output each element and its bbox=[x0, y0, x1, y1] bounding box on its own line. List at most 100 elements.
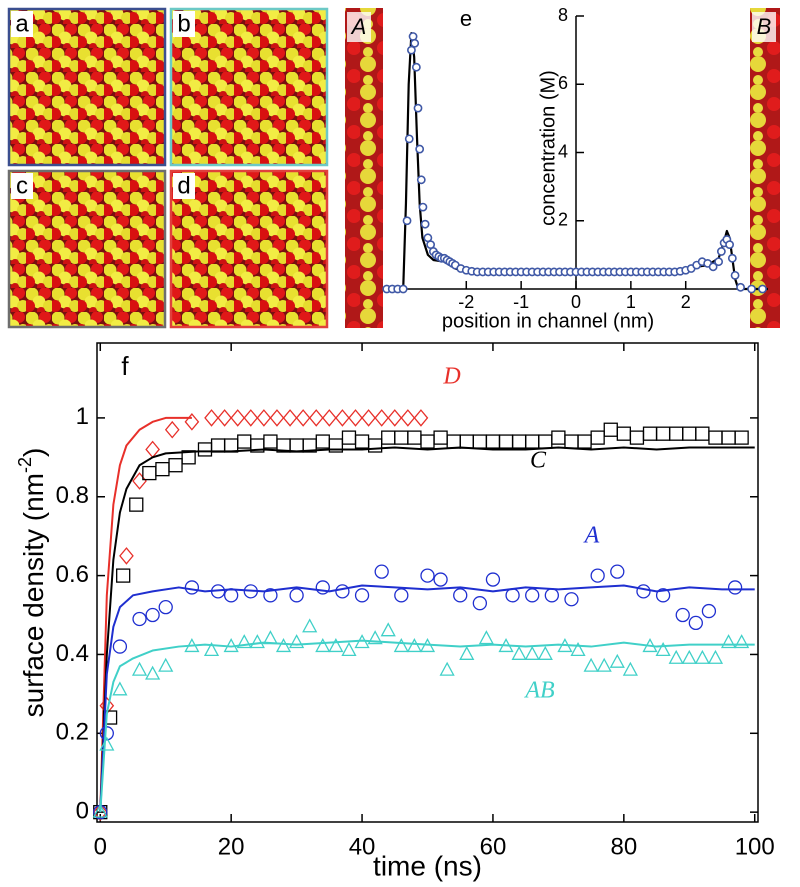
data-point bbox=[236, 634, 252, 649]
x-tick-label: 1 bbox=[626, 292, 636, 312]
series: AB bbox=[92, 618, 755, 818]
data-point bbox=[129, 497, 144, 512]
x-axis-title: position in channel (nm) bbox=[442, 310, 654, 332]
data-point bbox=[537, 645, 553, 660]
data-point bbox=[472, 434, 488, 449]
data-point bbox=[407, 430, 422, 445]
data-point bbox=[720, 634, 737, 649]
data-point bbox=[112, 681, 128, 696]
data-point bbox=[701, 603, 717, 619]
wall-label-box bbox=[752, 12, 776, 42]
data-point bbox=[223, 638, 239, 653]
data-point bbox=[478, 630, 494, 645]
chart-f: 0 20 40 60 80 100 0 0.2 0.4 0.6 0.8 1 time (ns) surfa… bbox=[15, 342, 775, 881]
data-point bbox=[224, 438, 239, 453]
data-point bbox=[341, 641, 357, 657]
plot-frame bbox=[96, 342, 759, 823]
data-point bbox=[730, 270, 740, 280]
data-point bbox=[263, 588, 278, 603]
data-point bbox=[538, 434, 553, 449]
data-point bbox=[505, 588, 520, 603]
data-point bbox=[564, 592, 579, 607]
data-point bbox=[525, 588, 540, 603]
data-point bbox=[256, 409, 272, 427]
y-tick-label: 1 bbox=[76, 403, 89, 430]
data-point bbox=[642, 426, 658, 441]
fit-line bbox=[99, 416, 192, 813]
data-point bbox=[92, 803, 108, 821]
data-point bbox=[210, 584, 226, 599]
data-point bbox=[367, 630, 383, 645]
data-point bbox=[570, 641, 586, 657]
data-point bbox=[669, 426, 684, 441]
panel-label-box bbox=[11, 11, 33, 37]
data-point bbox=[420, 434, 435, 449]
y-tick-label: 0.2 bbox=[56, 719, 89, 746]
data-point bbox=[418, 202, 428, 212]
y-tick-label: 0.4 bbox=[56, 640, 89, 667]
data-point bbox=[655, 641, 671, 657]
y-axis-title-part: -2 bbox=[15, 457, 35, 473]
data-point bbox=[230, 409, 246, 427]
data-point bbox=[708, 262, 718, 272]
data-point bbox=[132, 472, 147, 490]
series-label: C bbox=[530, 448, 547, 474]
data-point bbox=[642, 638, 658, 653]
data-point bbox=[498, 434, 514, 449]
data-point bbox=[295, 409, 311, 427]
snapshot-panels: a b c d A B bbox=[7, 7, 780, 329]
data-point bbox=[380, 622, 396, 637]
snapshot-image bbox=[172, 10, 326, 164]
series-label: D bbox=[442, 364, 460, 390]
data-point bbox=[282, 409, 298, 427]
y-axis-title-part: ) bbox=[18, 448, 49, 457]
data-point bbox=[398, 284, 408, 294]
data-point bbox=[525, 434, 540, 449]
data-point bbox=[181, 450, 196, 465]
data-point bbox=[433, 572, 448, 587]
data-point bbox=[132, 611, 147, 627]
fit-line bbox=[99, 639, 755, 813]
data-point bbox=[439, 661, 455, 676]
data-point bbox=[315, 580, 330, 595]
data-point bbox=[341, 430, 357, 445]
data-point bbox=[321, 409, 337, 427]
data-point bbox=[708, 430, 723, 445]
data-point bbox=[269, 409, 285, 427]
series: A bbox=[93, 523, 755, 820]
data-point bbox=[681, 649, 697, 664]
y-tick-label: 0.6 bbox=[56, 561, 89, 588]
data-point bbox=[237, 434, 252, 449]
snapshot-image bbox=[10, 10, 164, 164]
data-point bbox=[308, 409, 324, 427]
data-point bbox=[289, 588, 304, 603]
wall-image bbox=[345, 8, 383, 328]
data-point bbox=[224, 588, 239, 603]
data-point bbox=[243, 584, 258, 599]
data-point bbox=[116, 568, 131, 583]
wall-label-box bbox=[347, 12, 371, 42]
series bbox=[382, 31, 768, 294]
data-point bbox=[416, 175, 426, 185]
panel-label-box bbox=[11, 173, 33, 199]
data-point bbox=[725, 240, 734, 250]
data-point bbox=[275, 638, 292, 653]
data-point bbox=[361, 409, 376, 427]
y-axis-title: concentration (M) bbox=[537, 70, 559, 226]
snapshot-image bbox=[172, 172, 326, 326]
data-point bbox=[622, 661, 638, 676]
data-point bbox=[402, 216, 412, 226]
snapshot-image bbox=[10, 172, 164, 326]
x-tick-label: 20 bbox=[218, 833, 245, 860]
data-point bbox=[158, 599, 173, 615]
wall-image bbox=[750, 8, 780, 328]
x-tick-label: 2 bbox=[681, 292, 691, 312]
data-point bbox=[354, 588, 370, 603]
data-point bbox=[459, 434, 474, 449]
data-point bbox=[511, 434, 527, 449]
data-point bbox=[328, 638, 344, 653]
data-point bbox=[400, 409, 416, 427]
data-point bbox=[716, 247, 726, 256]
y-axis-title-part: surface density (nm bbox=[18, 473, 49, 717]
